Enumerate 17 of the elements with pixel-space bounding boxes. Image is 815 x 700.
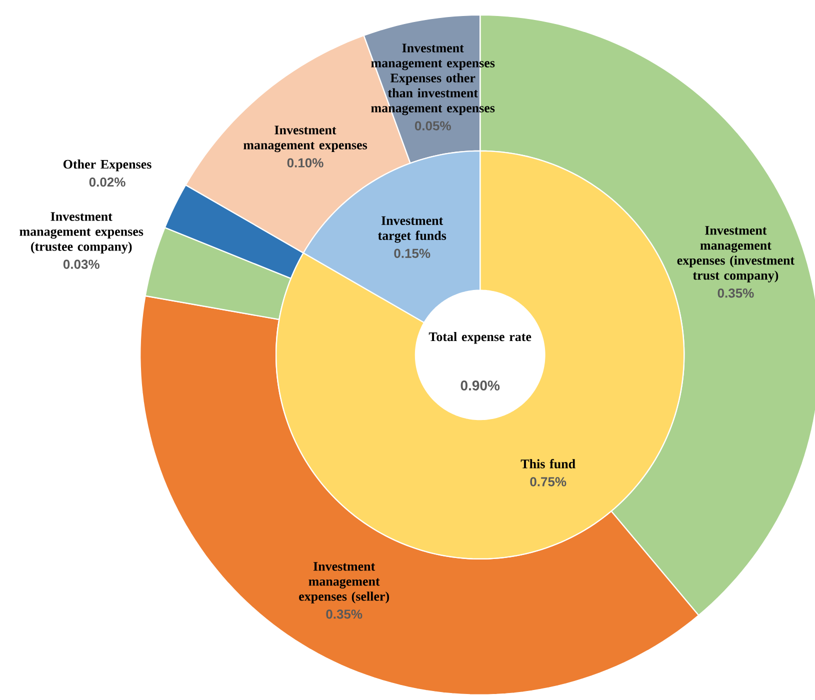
data-label: 0.35%: [326, 610, 362, 619]
slice-label: Other Expenses: [63, 160, 152, 172]
text: Total expense rate: [428, 332, 532, 344]
slice-label: Investment management expenses (seller): [299, 562, 390, 604]
slice-label: This fund: [520, 459, 576, 468]
data-label: 0.10%: [287, 158, 324, 168]
slice-label: Investment management expenses (investment trust company): [677, 226, 794, 282]
data-label: 0.35%: [718, 288, 754, 298]
data-label: 0.75%: [530, 477, 566, 486]
text: 0.90%: [460, 380, 500, 390]
slice-label: Investment target funds: [378, 216, 446, 243]
slice-label: Investment management expenses (trustee company): [20, 212, 144, 254]
data-label: 0.02%: [89, 177, 126, 187]
data-label: 0.03%: [63, 260, 100, 269]
data-label: 0.15%: [394, 248, 430, 258]
data-label: 0.05%: [414, 121, 451, 130]
slice-label: Investment management expenses: [244, 126, 368, 152]
